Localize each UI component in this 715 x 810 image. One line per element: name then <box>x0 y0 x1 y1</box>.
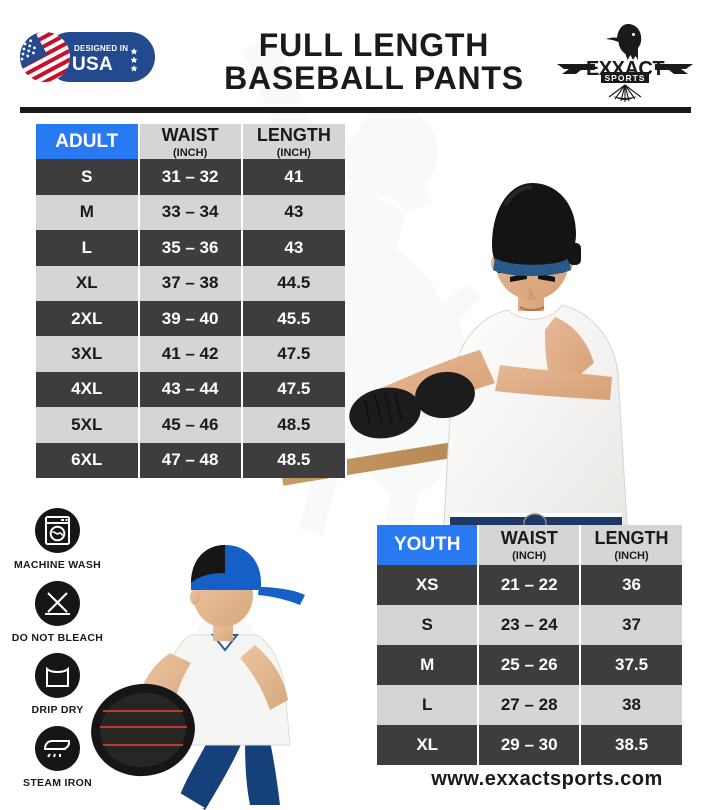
svg-text:DESIGNED IN: DESIGNED IN <box>74 44 128 53</box>
svg-text:USA: USA <box>72 54 113 75</box>
svg-text:SPORTS: SPORTS <box>605 73 646 83</box>
